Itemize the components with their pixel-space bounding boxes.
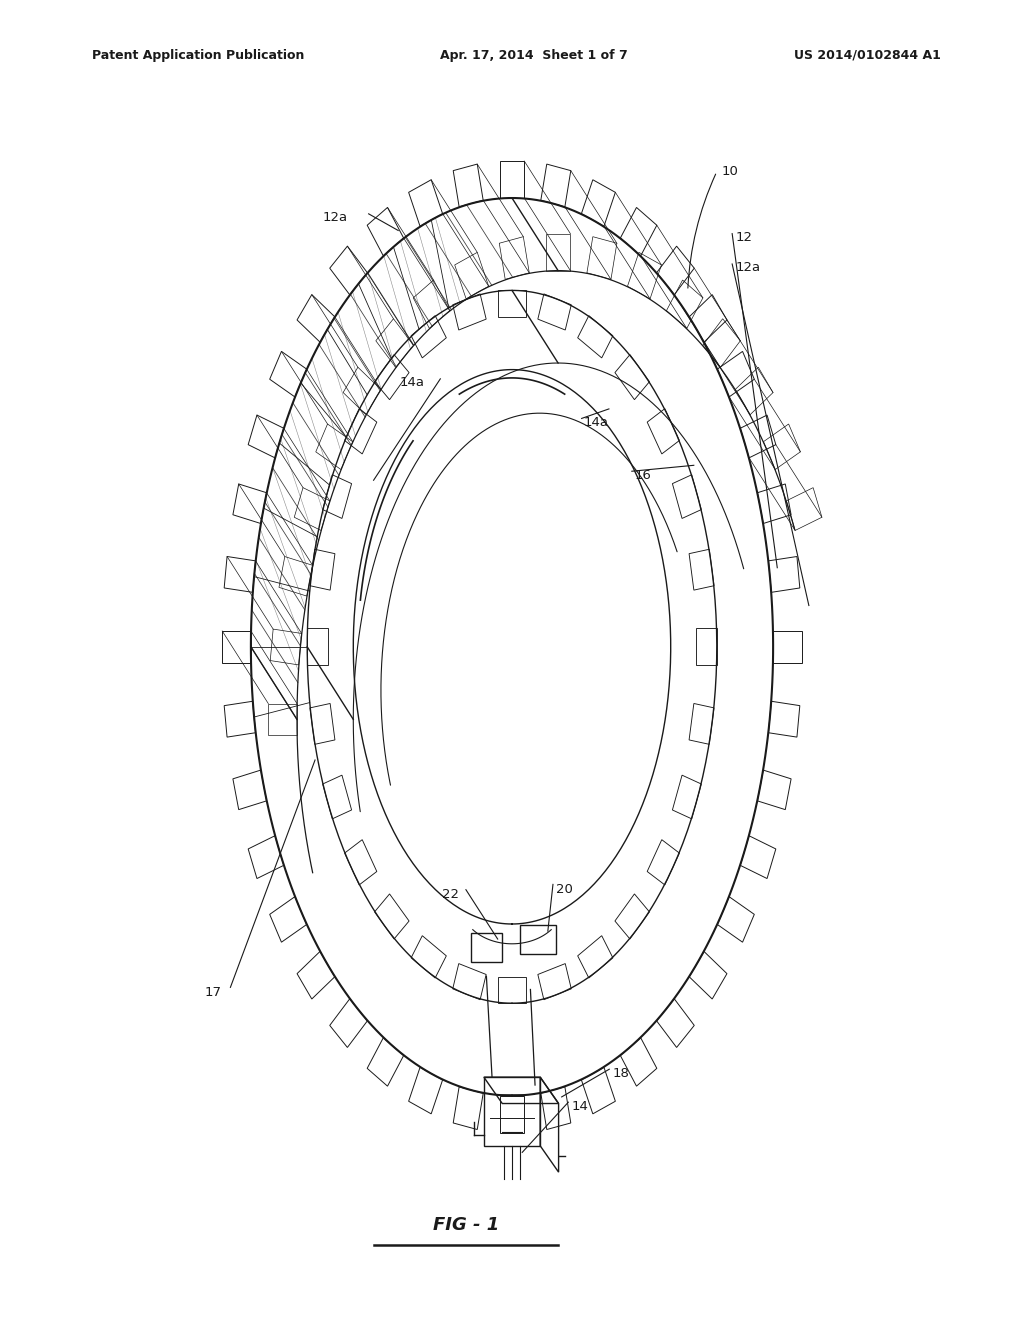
Text: 14: 14 bbox=[571, 1100, 588, 1113]
Text: 22: 22 bbox=[442, 888, 460, 902]
Text: US 2014/0102844 A1: US 2014/0102844 A1 bbox=[794, 49, 940, 62]
Text: Apr. 17, 2014  Sheet 1 of 7: Apr. 17, 2014 Sheet 1 of 7 bbox=[440, 49, 628, 62]
Text: 17: 17 bbox=[205, 986, 222, 999]
Text: 18: 18 bbox=[612, 1067, 629, 1080]
Text: 12a: 12a bbox=[323, 211, 348, 224]
Text: 12: 12 bbox=[735, 231, 753, 244]
Text: Patent Application Publication: Patent Application Publication bbox=[92, 49, 304, 62]
Text: FIG - 1: FIG - 1 bbox=[433, 1216, 499, 1234]
Text: 16: 16 bbox=[635, 469, 651, 482]
Text: 20: 20 bbox=[556, 883, 572, 896]
Text: 10: 10 bbox=[722, 165, 738, 178]
Text: 14a: 14a bbox=[584, 416, 608, 429]
Text: 12a: 12a bbox=[735, 261, 761, 275]
Text: 14a: 14a bbox=[399, 376, 424, 389]
